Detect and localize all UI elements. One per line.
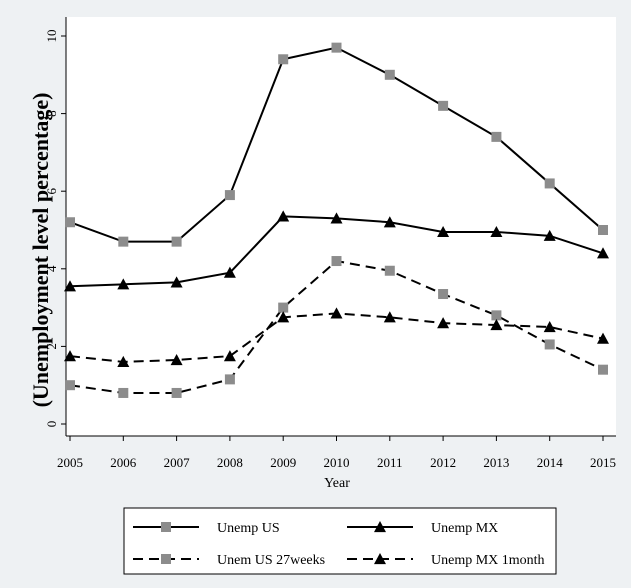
data-point-unemp-mx bbox=[490, 225, 503, 238]
x-tick-label: 2009 bbox=[270, 455, 296, 470]
axes: 0 2 4 6 8 10 2005 2006 2007 2008 2009 2010 2011 2012 2… bbox=[44, 17, 616, 470]
data-point-unemp-mx bbox=[597, 247, 609, 259]
x-axis-label: Year bbox=[324, 476, 350, 491]
x-tick-label: 2012 bbox=[430, 455, 456, 470]
legend: Unemp US Unemp MX Unem US 27weeks Unemp MX … bbox=[123, 507, 557, 575]
data-point-unemp-us bbox=[491, 131, 502, 142]
data-point-unem-us-27weeks bbox=[118, 387, 129, 398]
legend-box bbox=[123, 507, 557, 575]
data-point-unemp-mx-1month bbox=[117, 355, 130, 368]
legend-marker-unem-us-27weeks bbox=[161, 554, 171, 564]
data-point-unemp-mx-1month bbox=[543, 321, 556, 333]
legend-label-unemp-us: Unemp US bbox=[217, 521, 280, 536]
data-point-unemp-us bbox=[384, 69, 395, 80]
legend-label-unemp-mx: Unemp MX bbox=[431, 521, 498, 536]
series-unemp-mx bbox=[64, 210, 609, 292]
data-point-unem-us-27weeks bbox=[331, 256, 342, 267]
legend-label-unem-us-27weeks: Unem US 27weeks bbox=[217, 553, 325, 568]
data-point-unemp-mx-1month bbox=[383, 311, 396, 323]
x-tick-label: 2014 bbox=[537, 455, 564, 470]
legend-item-unem-us-27weeks: Unem US 27weeks bbox=[133, 553, 325, 568]
plot-area bbox=[66, 17, 616, 436]
data-point-unemp-us bbox=[438, 100, 449, 111]
data-point-unemp-mx bbox=[437, 225, 450, 238]
data-point-unemp-mx-1month bbox=[64, 350, 76, 362]
legend-label-unemp-mx-1month: Unemp MX 1month bbox=[431, 553, 545, 568]
data-point-unemp-mx-1month bbox=[277, 311, 290, 323]
x-tick-label: 2007 bbox=[164, 455, 191, 470]
legend-item-unemp-us: Unemp US bbox=[133, 521, 280, 536]
data-point-unemp-mx-1month bbox=[597, 332, 609, 344]
x-tick-label: 2010 bbox=[324, 455, 350, 470]
data-point-unem-us-27weeks bbox=[438, 289, 449, 300]
x-tick-label: 2011 bbox=[377, 455, 403, 470]
legend-marker-unemp-us bbox=[161, 522, 171, 532]
data-point-unemp-mx-1month bbox=[170, 353, 183, 366]
x-tick-label: 2013 bbox=[483, 455, 509, 470]
data-point-unemp-us bbox=[118, 236, 129, 247]
data-point-unemp-mx bbox=[277, 210, 290, 222]
data-point-unem-us-27weeks bbox=[224, 374, 235, 385]
data-point-unem-us-27weeks bbox=[598, 364, 608, 375]
x-tick-label: 2005 bbox=[57, 455, 83, 470]
data-point-unem-us-27weeks bbox=[544, 339, 555, 350]
data-point-unemp-mx bbox=[223, 266, 236, 278]
x-tick-label: 2008 bbox=[217, 455, 243, 470]
data-point-unemp-mx-1month bbox=[330, 307, 343, 319]
data-point-unemp-us bbox=[331, 42, 342, 53]
legend-item-unemp-mx-1month: Unemp MX 1month bbox=[347, 553, 545, 568]
y-tick-label: 4 bbox=[44, 265, 59, 272]
data-point-unemp-mx-1month bbox=[223, 350, 236, 362]
data-point-unemp-us bbox=[65, 217, 75, 228]
data-point-unemp-mx bbox=[330, 212, 343, 224]
data-point-unemp-us bbox=[224, 190, 235, 201]
data-point-unemp-mx-1month bbox=[490, 319, 503, 331]
data-point-unem-us-27weeks bbox=[65, 380, 75, 391]
data-point-unem-us-27weeks bbox=[491, 310, 502, 321]
series-unemp-mx-1month bbox=[64, 307, 609, 368]
data-point-unemp-us bbox=[544, 178, 555, 189]
x-tick-label: 2006 bbox=[110, 455, 137, 470]
y-tick-label: 2 bbox=[44, 343, 59, 350]
data-point-unem-us-27weeks bbox=[171, 387, 182, 398]
data-point-unemp-mx-1month bbox=[437, 317, 450, 329]
data-point-unem-us-27weeks bbox=[384, 265, 395, 276]
data-point-unemp-mx bbox=[170, 276, 183, 288]
legend-item-unemp-mx: Unemp MX bbox=[347, 521, 498, 536]
data-point-unemp-mx bbox=[117, 278, 130, 290]
data-point-unemp-us bbox=[171, 236, 182, 247]
x-tick-label: 2015 bbox=[590, 455, 616, 470]
data-point-unem-us-27weeks bbox=[278, 302, 289, 313]
y-tick-label: 10 bbox=[44, 30, 59, 43]
data-point-unemp-us bbox=[598, 225, 608, 235]
series-group bbox=[64, 42, 609, 398]
y-tick-label: 8 bbox=[44, 110, 59, 117]
data-point-unemp-mx bbox=[64, 280, 76, 292]
legend-marker-unemp-mx-1month bbox=[374, 553, 386, 565]
series-unemp-us bbox=[65, 42, 608, 247]
data-point-unemp-mx bbox=[543, 229, 556, 241]
data-point-unemp-mx bbox=[383, 216, 396, 228]
y-tick-label: 0 bbox=[44, 421, 59, 428]
y-tick-label: 6 bbox=[44, 187, 59, 194]
data-point-unemp-us bbox=[278, 54, 289, 65]
legend-marker-unemp-mx bbox=[374, 521, 386, 533]
y-axis-label: (Unemployment level percentage) bbox=[28, 93, 53, 408]
